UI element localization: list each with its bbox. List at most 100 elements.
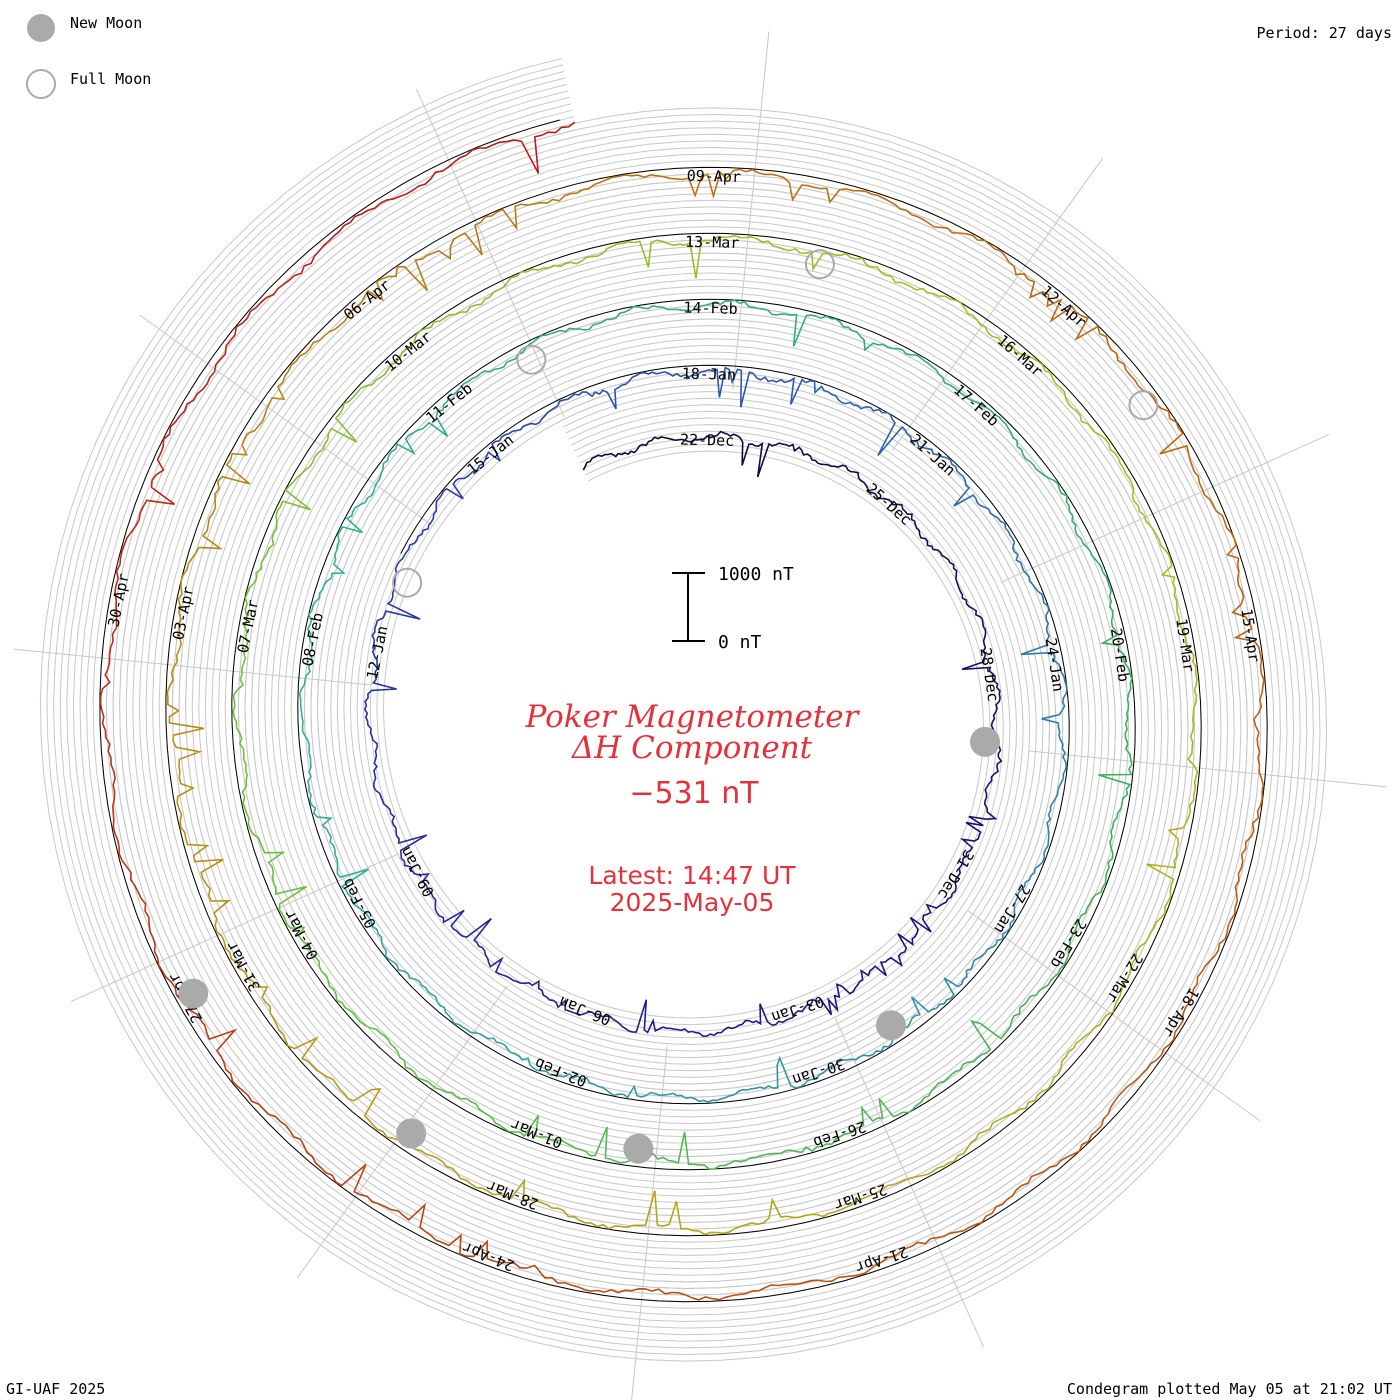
trace-segment (732, 1238, 931, 1297)
trace-segment (249, 828, 327, 976)
trace-segment (930, 1125, 1102, 1240)
trace-segment (902, 1007, 1021, 1114)
trace-segment (441, 1089, 591, 1157)
full-moon-label: Full Moon (70, 70, 152, 88)
date-label: 19-Mar (1172, 617, 1198, 673)
full-moon-icon (26, 69, 56, 99)
trace-segment (473, 398, 568, 472)
grid-ring (66, 83, 1301, 1336)
trace-segment (526, 239, 697, 279)
grid-spoke (892, 157, 1104, 451)
date-label: 09-Apr (687, 167, 742, 186)
trace-segment (1020, 651, 1068, 779)
trace-segment (654, 1190, 835, 1236)
trace-segment (1004, 527, 1051, 656)
full-moon-marker (392, 567, 423, 598)
current-value: −531 nT (629, 776, 759, 811)
trace-segment (284, 252, 434, 377)
grid-spoke (1000, 433, 1330, 583)
trace-segment (398, 470, 475, 563)
date-label: 14-Feb (683, 298, 738, 317)
trace-segment (1015, 351, 1133, 484)
date-label: 15-Jan (464, 431, 518, 479)
date-label: 22-Dec (680, 430, 735, 449)
date-label: 30-Apr (104, 572, 132, 629)
date-label: 16-Mar (994, 331, 1047, 380)
trace-segment (1100, 571, 1133, 725)
trace-segment (306, 753, 369, 891)
date-label: 09-Jan (396, 844, 438, 900)
trace-segment (807, 184, 996, 250)
trace-segment (1231, 558, 1265, 759)
trace-segment (371, 561, 421, 676)
trace-segment (172, 735, 231, 919)
trace-segment (992, 995, 1121, 1124)
date-label: 10-Mar (381, 328, 435, 376)
trace-segment (994, 248, 1139, 386)
trace-segment (959, 756, 1003, 857)
date-label: 31-Mar (222, 938, 264, 994)
trace-segment (674, 430, 776, 478)
trace-segment (606, 999, 715, 1038)
date-label: 07-Mar (234, 598, 262, 655)
new-moon-marker (970, 726, 1000, 757)
date-label: 28-Dec (976, 646, 1002, 702)
trace-segment (775, 442, 869, 489)
grid-ring (92, 109, 1275, 1309)
baseline-line (99, 119, 1268, 1303)
date-label: 24-Apr (460, 1238, 517, 1275)
trace-segment (944, 556, 987, 656)
grid-ring (53, 71, 1314, 1349)
full-moon-marker (1128, 390, 1159, 421)
date-label: 04-Mar (280, 907, 322, 963)
trace-segment (166, 547, 205, 736)
date-label: 06-Apr (340, 276, 394, 324)
trace-segment (805, 379, 913, 457)
grid-spoke (415, 88, 565, 418)
grid-ring (46, 64, 1321, 1356)
scale-top-label: 1000 nT (718, 564, 794, 585)
trace-segment (819, 996, 937, 1076)
trace-segment (911, 440, 1007, 529)
trace-segment (582, 436, 675, 471)
trace-segment (526, 1264, 733, 1301)
new-moon-label: New Moon (70, 14, 143, 32)
trace-segment (428, 890, 504, 976)
date-label: 02-Feb (532, 1054, 589, 1091)
trace-segment (303, 147, 480, 267)
trace-segment (695, 234, 867, 279)
trace-segment (321, 1072, 472, 1185)
trace-segment (478, 121, 576, 174)
trace-segment (713, 998, 818, 1036)
trace-segment (865, 263, 1017, 353)
trace-segment (866, 488, 946, 559)
date-label: 03-Apr (169, 585, 197, 642)
new-moon-marker (876, 1010, 906, 1041)
latest-date: 2025-May-05 (610, 888, 775, 917)
date-label: 18-Jan (682, 364, 737, 383)
trace-segment (1214, 758, 1265, 957)
chart-title-line1: Poker Magnetometer (525, 699, 861, 735)
trace-segment (1014, 778, 1065, 902)
trace-segment (387, 271, 527, 371)
grid-spoke (139, 314, 433, 526)
trace-segment (1016, 445, 1104, 573)
date-label: 08-Feb (298, 611, 326, 668)
trace-segment (567, 371, 686, 410)
trace-segment (114, 833, 202, 1021)
trace-segment (936, 900, 1017, 1009)
date-label: 11-Feb (422, 379, 476, 427)
date-label: 20-Feb (1107, 627, 1133, 683)
date-label: 31-Dec (934, 847, 978, 903)
trace-segment (1182, 649, 1199, 829)
trace-segment (549, 1072, 687, 1099)
trace-segment (502, 974, 607, 1018)
trace-segment (169, 265, 305, 428)
new-moon-marker (623, 1133, 654, 1164)
trace-segment (232, 663, 251, 830)
new-moon-marker (396, 1118, 427, 1149)
trace-segment (1137, 384, 1239, 559)
date-label: 23-Feb (1047, 916, 1091, 972)
trace-segment (1100, 955, 1216, 1127)
trace-segment (611, 299, 759, 321)
